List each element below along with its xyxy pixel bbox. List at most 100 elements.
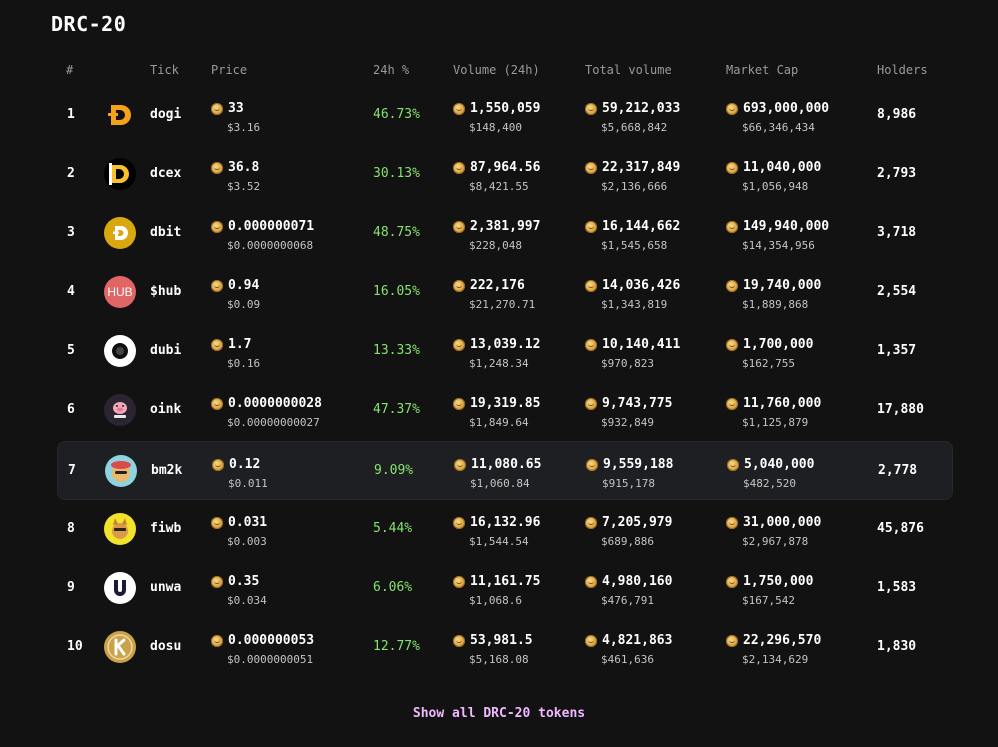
volume-value: 53,981.5: [470, 633, 533, 648]
price-value: 0.0000000028: [228, 396, 322, 411]
price-value: 36.8: [228, 160, 260, 175]
header-price[interactable]: Price: [211, 63, 248, 77]
volume-value: 222,176: [470, 278, 525, 293]
change-value: 30.13%: [373, 166, 420, 181]
price-usd: $0.003: [227, 535, 267, 548]
token-tick[interactable]: dogi: [150, 107, 182, 122]
table-row[interactable]: 2 dcex 36.8 $3.52 30.13% 87,964.56 $8,42…: [57, 145, 953, 204]
row-rank: 9: [67, 580, 75, 595]
market-cap-usd: $14,354,956: [742, 239, 815, 252]
total-volume-usd: $1,343,819: [601, 298, 668, 311]
market-cap-usd: $482,520: [743, 477, 796, 490]
table-row[interactable]: 5 dubi 1.7 $0.16 13.33% 13,039.12 $1,248…: [57, 322, 953, 381]
token-tick[interactable]: dcex: [150, 166, 182, 181]
total-volume-usd: $970,823: [601, 357, 654, 370]
total-volume-usd: $689,886: [601, 535, 654, 548]
price-value: 0.12: [229, 457, 261, 472]
total-volume-cell: 4,980,160 $476,791: [585, 574, 672, 633]
total-volume-usd: $2,136,666: [601, 180, 668, 193]
price-cell: 0.0000000028 $0.00000000027: [211, 396, 322, 455]
doge-coin-icon: [726, 634, 738, 647]
token-tick[interactable]: $hub: [150, 284, 182, 299]
header-volume[interactable]: Volume (24h): [453, 63, 540, 77]
row-rank: 4: [67, 284, 75, 299]
doge-coin-icon: [726, 516, 738, 529]
market-cap-cell: 693,000,000 $66,346,434: [726, 101, 829, 160]
volume-value: 87,964.56: [470, 160, 541, 175]
table-row[interactable]: 10 dosu 0.000000053 $0.0000000051 12.77%…: [57, 618, 953, 677]
unwa-logo-icon: [104, 572, 136, 604]
header-holders[interactable]: Holders: [877, 63, 928, 77]
token-tick[interactable]: dubi: [150, 343, 182, 358]
table-row[interactable]: 9 unwa 0.35 $0.034 6.06% 11,161.75 $1,06…: [57, 559, 953, 618]
doge-coin-icon: [726, 220, 738, 233]
dubi-logo-icon: [104, 335, 136, 367]
table-row[interactable]: 8 fiwb 0.031 $0.003 5.44% 16,132.96 $1,5…: [57, 500, 953, 559]
table-row[interactable]: 4 HUB $hub 0.94 $0.09 16.05% 222,176 $21…: [57, 263, 953, 322]
change-value: 9.09%: [374, 463, 414, 478]
change-value: 6.06%: [373, 580, 413, 595]
table-row[interactable]: 7 bm2k 0.12 $0.011 9.09% 11,080.65 $1,06…: [57, 441, 953, 500]
price-usd: $0.16: [227, 357, 261, 370]
market-cap-value: 31,000,000: [743, 515, 822, 530]
token-tick[interactable]: fiwb: [150, 521, 182, 536]
total-volume-value: 4,980,160: [602, 574, 673, 589]
price-usd: $0.09: [227, 298, 261, 311]
market-cap-usd: $1,056,948: [742, 180, 809, 193]
volume-usd: $1,068.6: [469, 594, 522, 607]
volume-usd: $21,270.71: [469, 298, 536, 311]
header-tick[interactable]: Tick: [150, 63, 179, 77]
volume-cell: 11,161.75 $1,068.6: [453, 574, 540, 633]
token-tick[interactable]: unwa: [150, 580, 182, 595]
doge-coin-icon: [454, 458, 466, 471]
market-cap-cell: 149,940,000 $14,354,956: [726, 219, 829, 278]
header-market-cap[interactable]: Market Cap: [726, 63, 799, 77]
token-tick[interactable]: oink: [150, 402, 182, 417]
price-cell: 0.94 $0.09: [211, 278, 260, 337]
table-row[interactable]: 3 dbit 0.000000071 $0.0000000068 48.75% …: [57, 204, 953, 263]
doge-coin-icon: [585, 516, 597, 529]
table-row[interactable]: 1 dogi 33 $3.16 46.73% 1,550,059 $148,40…: [57, 86, 953, 145]
row-rank: 10: [67, 639, 83, 654]
volume-cell: 11,080.65 $1,060.84: [454, 457, 541, 516]
doge-coin-icon: [211, 161, 223, 174]
market-cap-value: 1,750,000: [743, 574, 814, 589]
token-tick[interactable]: dbit: [150, 225, 182, 240]
row-rank: 7: [68, 463, 76, 478]
token-tick[interactable]: dosu: [150, 639, 182, 654]
price-value: 0.000000071: [228, 219, 315, 234]
total-volume-value: 59,212,033: [602, 101, 681, 116]
row-rank: 8: [67, 521, 75, 536]
doge-coin-icon: [211, 397, 223, 410]
total-volume-usd: $932,849: [601, 416, 654, 429]
total-volume-usd: $476,791: [601, 594, 654, 607]
oink-logo-icon: [104, 394, 136, 426]
volume-usd: $228,048: [469, 239, 522, 252]
total-volume-value: 10,140,411: [602, 337, 681, 352]
row-rank: 2: [67, 166, 75, 181]
price-cell: 0.000000053 $0.0000000051: [211, 633, 314, 692]
price-usd: $0.011: [228, 477, 268, 490]
dogi-logo-icon: [104, 99, 136, 131]
doge-coin-icon: [211, 220, 223, 233]
token-tick[interactable]: bm2k: [151, 463, 183, 478]
total-volume-cell: 9,559,188 $915,178: [586, 457, 673, 516]
market-cap-value: 693,000,000: [743, 101, 830, 116]
price-cell: 1.7 $0.16: [211, 337, 260, 396]
row-rank: 3: [67, 225, 75, 240]
price-value: 33: [228, 101, 244, 116]
volume-value: 11,161.75: [470, 574, 541, 589]
header-change[interactable]: 24h %: [373, 63, 410, 77]
price-usd: $3.52: [227, 180, 261, 193]
change-value: 47.37%: [373, 402, 420, 417]
doge-coin-icon: [453, 102, 465, 115]
volume-value: 2,381,997: [470, 219, 541, 234]
dcex-logo-icon: [104, 158, 136, 190]
header-total-volume[interactable]: Total volume: [585, 63, 672, 77]
total-volume-cell: 59,212,033 $5,668,842: [585, 101, 680, 160]
table-row[interactable]: 6 oink 0.0000000028 $0.00000000027 47.37…: [57, 381, 953, 440]
holders-value: 2,793: [877, 166, 917, 181]
dbit-logo-icon: [104, 217, 136, 249]
show-all-tokens-link[interactable]: Show all DRC-20 tokens: [412, 706, 586, 721]
volume-usd: $1,544.54: [469, 535, 529, 548]
